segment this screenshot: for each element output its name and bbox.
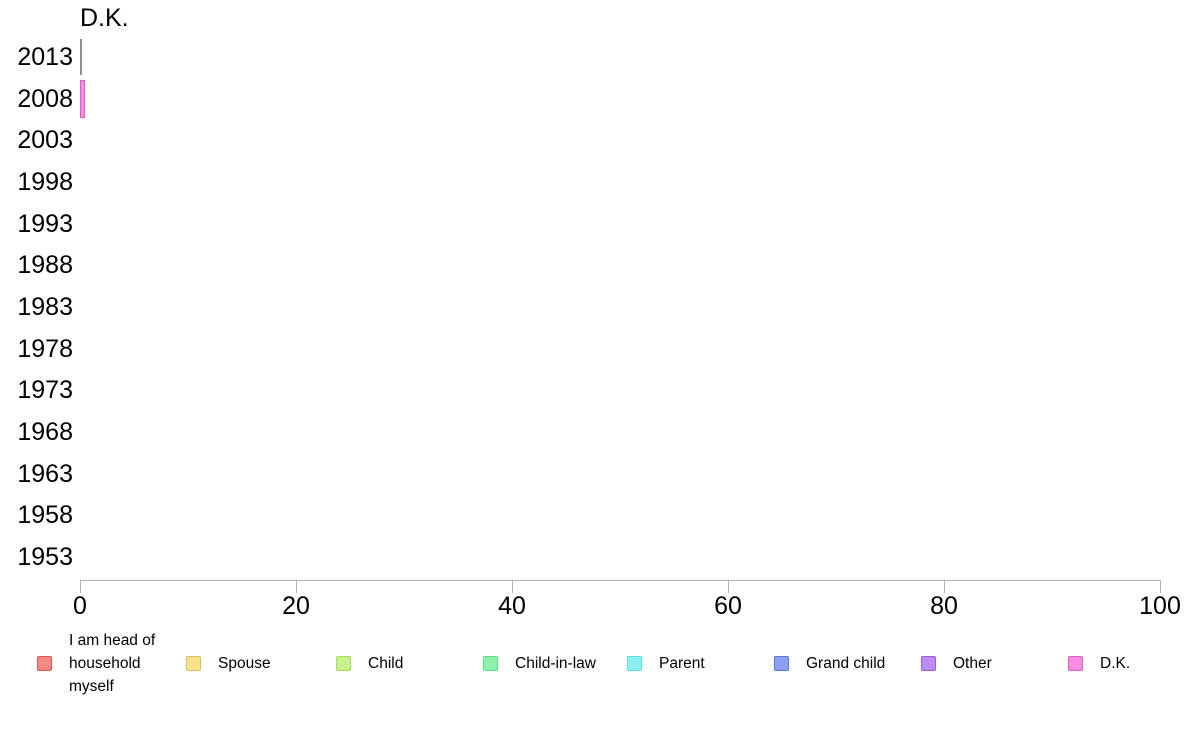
legend-swatch-icon (336, 655, 351, 671)
legend-item: I am head of household myself (37, 628, 179, 698)
y-axis-label: 1978 (17, 334, 73, 363)
y-axis-label: 1973 (17, 376, 73, 405)
x-axis-tick-label: 20 (282, 592, 310, 620)
legend-label: Child (368, 654, 404, 672)
zero-value-bar-2013 (80, 39, 82, 75)
y-axis-label: 1988 (17, 251, 73, 280)
legend-label: Spouse (218, 654, 271, 672)
bar-2008 (80, 79, 86, 118)
y-axis-label: 1963 (17, 459, 73, 488)
legend-item: Parent (627, 628, 705, 698)
x-axis-tick-label: 40 (498, 592, 526, 620)
legend-swatch-icon (627, 655, 642, 671)
legend-label: Parent (659, 654, 705, 672)
y-axis-label: 2003 (17, 126, 73, 155)
x-axis-tick (80, 580, 81, 593)
legend-swatch-icon (186, 655, 201, 671)
y-axis-label: 1998 (17, 168, 73, 196)
x-axis-tick (1160, 580, 1161, 593)
x-axis-tick (512, 580, 513, 593)
legend-item: Other (921, 628, 992, 698)
x-axis-tick-label: 100 (1139, 592, 1181, 620)
legend-swatch-icon (774, 655, 789, 671)
legend-item: Child (336, 628, 403, 698)
legend-label: Other (953, 654, 992, 672)
x-axis-tick-label: 80 (930, 592, 958, 620)
y-axis-label: 1993 (17, 209, 73, 238)
y-axis-label: 1958 (17, 501, 73, 530)
legend-swatch-icon (483, 655, 498, 671)
y-axis-label: 1953 (17, 543, 73, 572)
legend-item: Spouse (186, 628, 271, 698)
legend-item: Grand child (774, 628, 885, 698)
legend-label: Child-in-law (515, 654, 596, 672)
x-axis-tick-label: 60 (714, 592, 742, 620)
legend-item: D.K. (1068, 628, 1130, 698)
legend-label: D.K. (1100, 654, 1131, 672)
y-axis-label: 2008 (17, 84, 73, 113)
x-axis-tick-label: 0 (73, 592, 87, 620)
x-axis-tick (728, 580, 729, 593)
legend-label: Grand child (806, 654, 886, 672)
y-axis-label: 1983 (17, 293, 73, 322)
legend-label: I am head of household myself (69, 631, 156, 695)
x-axis-tick (944, 580, 945, 593)
legend-swatch-icon (1068, 655, 1083, 671)
legend-swatch-icon (37, 655, 52, 671)
x-axis-tick (296, 580, 297, 593)
y-axis-label: 1968 (17, 418, 73, 447)
x-axis-line (80, 580, 1161, 581)
legend-swatch-icon (921, 655, 936, 671)
legend-item: Child-in-law (483, 628, 596, 698)
y-axis-label: 2013 (17, 43, 73, 71)
chart-title: D.K. (80, 4, 129, 32)
